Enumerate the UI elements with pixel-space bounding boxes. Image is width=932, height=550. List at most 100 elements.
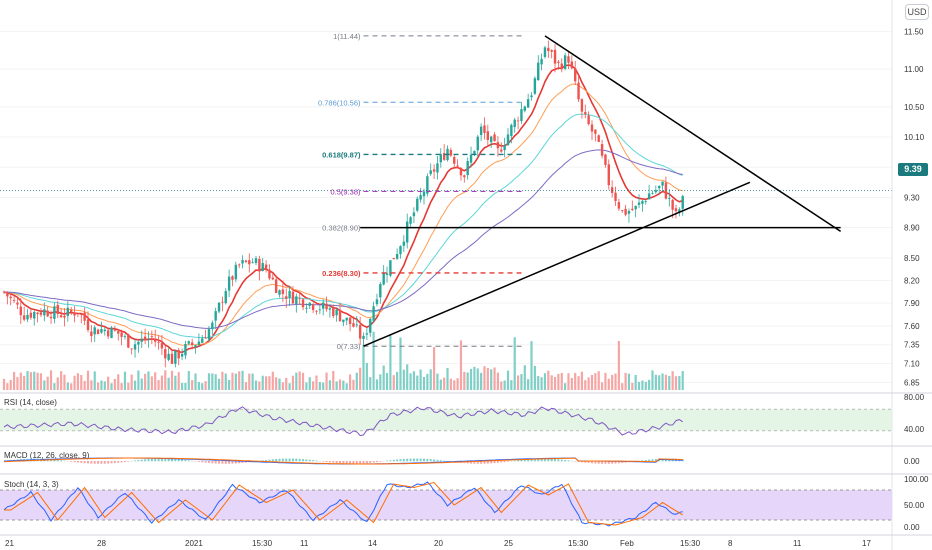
time-tick-label: 14 <box>368 539 377 548</box>
volume-bar <box>144 373 147 390</box>
time-tick-label: 25 <box>504 539 513 548</box>
candlesticks[interactable] <box>2 40 684 368</box>
fibonacci-levels[interactable]: 1(11.44) 0.786(10.56) 0.618(9.87) 0.5(9.38)… <box>318 32 525 351</box>
volume-bar <box>486 367 489 390</box>
volume-bar <box>342 380 345 390</box>
macd-histogram-bar <box>60 460 63 462</box>
stoch-title: Stoch (14, 3, 3) <box>4 480 59 489</box>
macd-histogram-bar <box>211 461 214 464</box>
volume-bar <box>241 370 244 390</box>
volume-bar <box>93 371 96 390</box>
macd-histogram-bar <box>594 461 597 464</box>
candle-body <box>372 306 375 321</box>
macd-histogram-bar <box>611 461 614 464</box>
rsi-tick-label: 80.00 <box>904 393 925 402</box>
macd-histogram-bar <box>493 461 496 464</box>
candle-body <box>479 126 483 136</box>
candle-body <box>241 260 244 264</box>
volume-bar <box>133 380 137 390</box>
price-tick-label: 10.50 <box>904 103 925 112</box>
candle-body <box>174 350 177 364</box>
macd-histogram-bar <box>76 461 79 463</box>
macd-histogram-bar <box>63 460 66 462</box>
macd-histogram-bar <box>87 461 89 464</box>
volume-bar <box>76 373 80 390</box>
macd-histogram-bar <box>621 461 624 464</box>
volume-bar <box>53 383 56 390</box>
candle-body <box>426 176 429 194</box>
macd-histogram-bar <box>231 461 234 464</box>
volume-bar <box>466 372 469 390</box>
candle-body <box>123 336 127 337</box>
volume-bar <box>33 371 36 390</box>
volume-bar <box>110 383 113 390</box>
macd-histogram-bar <box>389 460 392 462</box>
candle-body <box>543 47 547 57</box>
volume-bar <box>298 371 301 390</box>
candle-body <box>197 341 201 345</box>
volume-bar <box>627 373 631 390</box>
macd-histogram-bar <box>174 459 177 462</box>
price-tick-label: 7.35 <box>904 341 920 350</box>
macd-histogram-bar <box>587 461 590 463</box>
macd-histogram-bar <box>56 459 59 462</box>
macd-histogram-bar <box>617 461 620 464</box>
candle-body <box>234 264 238 280</box>
macd-histogram-bar <box>218 461 221 464</box>
volume-bar <box>570 377 573 390</box>
volume-bar <box>597 371 600 390</box>
volume-bar <box>385 373 389 390</box>
volume-bar <box>305 382 308 390</box>
volume-bar <box>154 372 157 390</box>
candle-body <box>358 325 362 339</box>
time-axis[interactable]: 21 28 2021 15:30 11 14 20 25 15:30 Feb 15:30 8 11 17 <box>5 539 871 548</box>
volume-bar <box>352 379 355 390</box>
volume-bar <box>590 374 594 390</box>
rsi-tick-label: 40.00 <box>904 425 925 434</box>
volume-bar <box>382 365 385 390</box>
volume-bar <box>60 371 63 390</box>
price-axis[interactable]: 11.5011.0010.5010.109.709.308.908.508.20… <box>891 0 925 550</box>
macd-histogram-bar <box>557 459 560 462</box>
candle-body <box>681 196 684 209</box>
candle-body <box>436 163 439 173</box>
volume-bar <box>399 337 402 390</box>
volume-bar <box>228 379 231 390</box>
rsi-pane[interactable]: RSI (14, close) 80.00 40.00 <box>0 393 925 437</box>
macd-histogram-bar <box>648 459 651 462</box>
macd-histogram-bar <box>530 458 533 462</box>
volume-bar <box>449 378 452 390</box>
macd-histogram-bar <box>70 461 73 462</box>
candle-body <box>563 55 567 69</box>
volume-bar <box>436 373 439 390</box>
volume-bar <box>264 376 268 390</box>
macd-histogram-bar <box>406 458 409 462</box>
macd-histogram-bar <box>302 459 305 462</box>
macd-signal-line <box>3 457 683 465</box>
macd-histogram-bar <box>362 461 365 464</box>
macd-histogram-bar <box>409 458 412 462</box>
volume-bar <box>527 379 530 390</box>
volume-bar <box>217 378 221 390</box>
volume-bar <box>634 374 637 390</box>
price-tick-label: 9.30 <box>904 193 920 202</box>
volume-bar <box>231 372 234 390</box>
candle-body <box>278 290 281 295</box>
candle-body <box>258 258 261 272</box>
candle-body <box>463 175 466 178</box>
candle-body <box>86 319 90 330</box>
candle-body <box>392 258 395 260</box>
candle-body <box>110 327 113 339</box>
macd-histogram-bar <box>184 459 187 462</box>
volume-bar <box>275 377 278 390</box>
volume-bar <box>150 376 153 390</box>
volume-bar <box>120 383 123 390</box>
volume-bar <box>658 375 661 390</box>
macd-pane[interactable]: MACD (12, 26, close, 9) 0.00 <box>3 451 920 466</box>
stoch-pane[interactable]: Stoch (14, 3, 3) 100.00 50.00 0.00 <box>0 475 929 532</box>
triangle-pattern[interactable] <box>0 35 892 347</box>
volume-bar <box>543 373 547 390</box>
rsi-line <box>3 406 683 437</box>
currency-badge[interactable]: USD <box>905 4 929 20</box>
